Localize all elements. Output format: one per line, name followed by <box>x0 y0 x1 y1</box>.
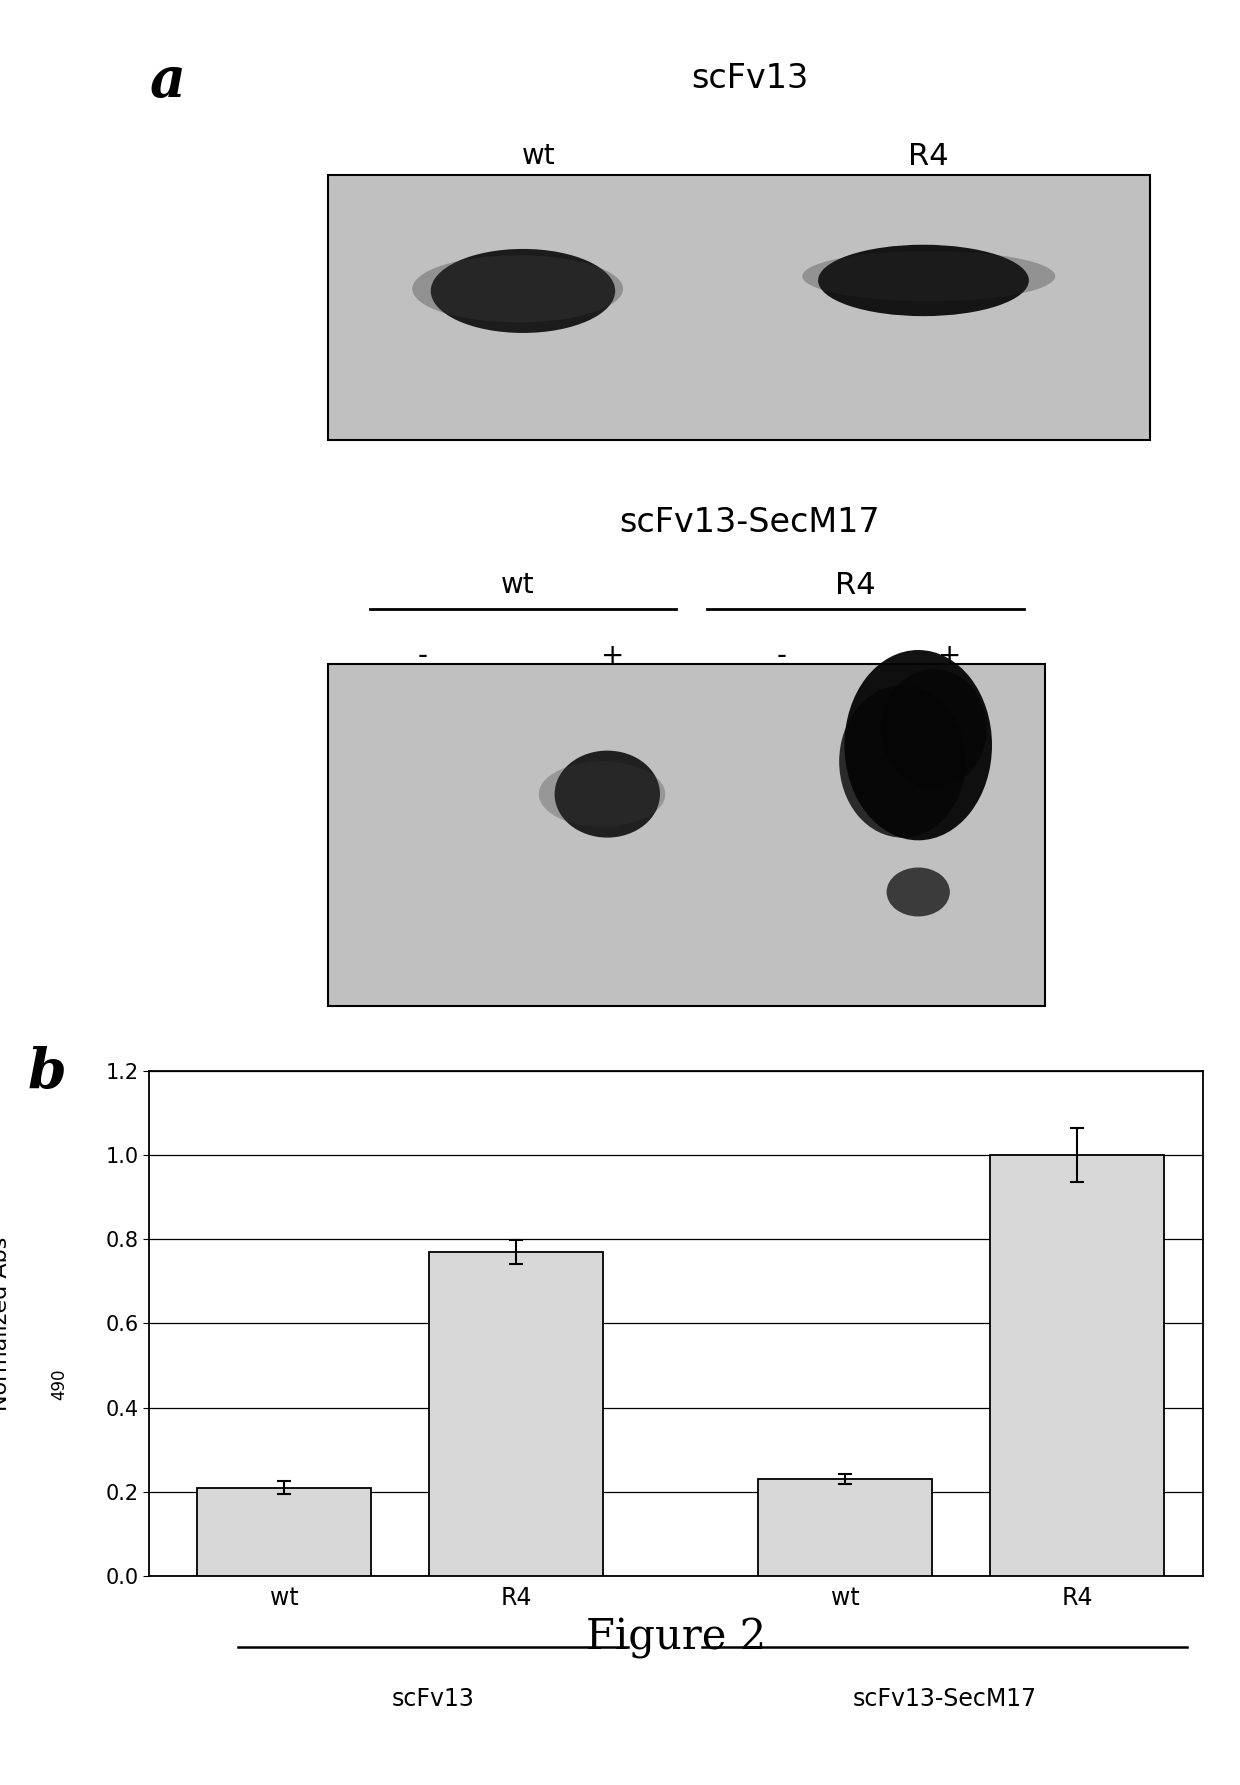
Text: scFv13: scFv13 <box>392 1687 475 1712</box>
Bar <box>197 1487 371 1576</box>
Ellipse shape <box>887 868 950 916</box>
Text: b: b <box>27 1046 66 1101</box>
Text: scFv13-SecM17: scFv13-SecM17 <box>853 1687 1037 1712</box>
Ellipse shape <box>538 762 665 826</box>
Ellipse shape <box>430 248 615 334</box>
Text: +: + <box>601 643 624 669</box>
Ellipse shape <box>412 255 622 323</box>
Ellipse shape <box>844 650 992 841</box>
Text: wt: wt <box>501 571 534 600</box>
Text: Normalized Abs: Normalized Abs <box>0 1237 11 1410</box>
Text: scFv13: scFv13 <box>691 62 808 95</box>
Text: R4: R4 <box>909 141 949 171</box>
Bar <box>990 1155 1164 1576</box>
Text: +: + <box>939 643 961 669</box>
Text: R4: R4 <box>835 571 875 600</box>
Text: a: a <box>149 54 185 109</box>
Text: scFv13-SecM17: scFv13-SecM17 <box>619 505 880 539</box>
Bar <box>327 664 1044 1007</box>
Ellipse shape <box>882 669 987 789</box>
Text: -: - <box>776 643 786 669</box>
Text: Figure 2: Figure 2 <box>585 1617 766 1658</box>
Bar <box>429 1251 604 1576</box>
Text: 490: 490 <box>50 1369 68 1399</box>
Bar <box>758 1480 932 1576</box>
Text: -: - <box>418 643 428 669</box>
Ellipse shape <box>818 245 1029 316</box>
Ellipse shape <box>802 252 1055 302</box>
Bar <box>327 175 1149 441</box>
Text: wt: wt <box>522 141 556 170</box>
Ellipse shape <box>554 751 660 837</box>
Ellipse shape <box>839 685 966 837</box>
